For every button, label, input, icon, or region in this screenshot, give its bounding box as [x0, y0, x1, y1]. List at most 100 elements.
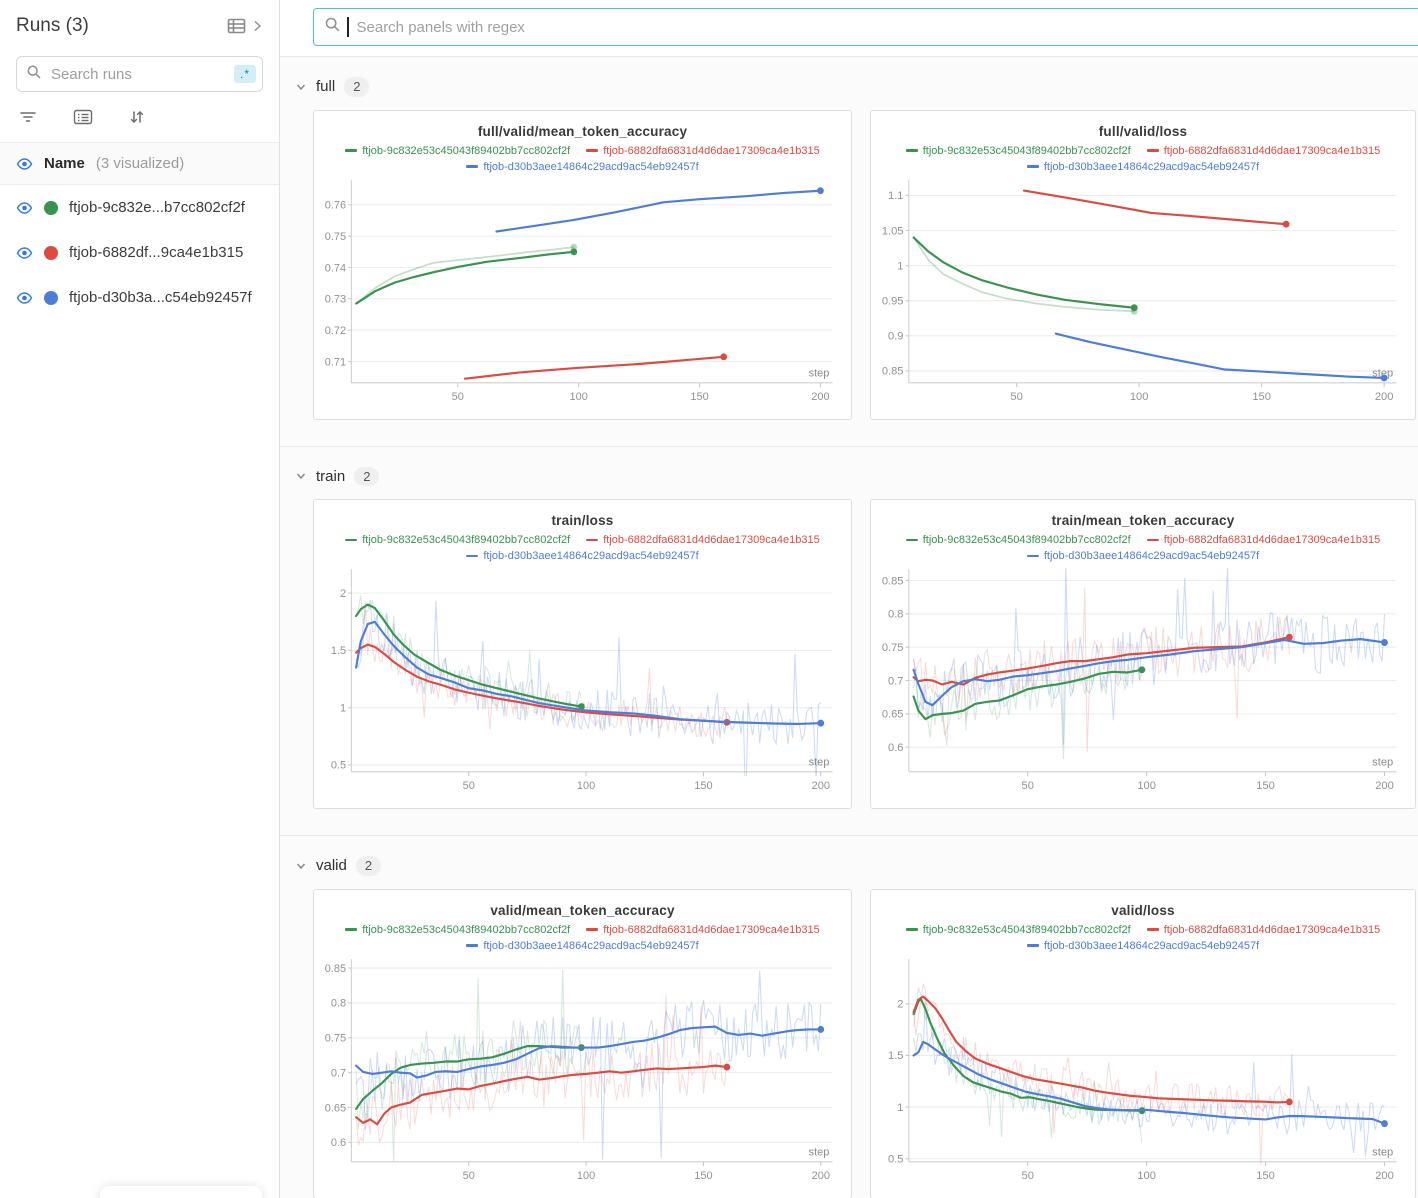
svg-text:100: 100: [1137, 780, 1156, 792]
legend-item[interactable]: ftjob-6882dfa6831d4d6dae17309ca4e1b315: [1146, 532, 1380, 548]
svg-text:step: step: [809, 367, 830, 379]
legend-run-name: ftjob-d30b3aee14864c29acd9ac54eb92457f: [483, 550, 699, 563]
chart-canvas[interactable]: 0.5 1 1.5 2 50 100 150 200 step: [871, 954, 1415, 1198]
bottom-popup-card: [100, 1186, 262, 1198]
panels-topbar: [280, 0, 1418, 57]
search-icon: [324, 16, 341, 38]
chart-panel[interactable]: valid/loss ftjob-9c832e53c45043f89402bb7…: [870, 888, 1416, 1198]
legend-item[interactable]: ftjob-d30b3aee14864c29acd9ac54eb92457f: [1026, 938, 1259, 954]
chart-canvas[interactable]: 0.6 0.65 0.7 0.75 0.8 0.85 50 100 150 200 step: [871, 564, 1415, 808]
legend-item[interactable]: ftjob-6882dfa6831d4d6dae17309ca4e1b315: [586, 143, 820, 159]
legend-item[interactable]: ftjob-d30b3aee14864c29acd9ac54eb92457f: [1026, 548, 1259, 564]
legend-item[interactable]: ftjob-6882dfa6831d4d6dae17309ca4e1b315: [1146, 922, 1380, 938]
legend-item[interactable]: ftjob-6882dfa6831d4d6dae17309ca4e1b315: [586, 532, 820, 548]
panel-search-input[interactable]: [354, 17, 1410, 37]
svg-text:50: 50: [1022, 1170, 1034, 1182]
runs-search-input[interactable]: [49, 64, 227, 84]
visibility-eye-icon[interactable]: [16, 157, 33, 171]
runs-toolbar: [0, 92, 279, 140]
svg-text:0.71: 0.71: [325, 356, 346, 368]
chart-canvas[interactable]: 0.5 1 1.5 2 50 100 150 200 step: [314, 564, 851, 808]
chart-canvas[interactable]: 0.6 0.65 0.7 0.75 0.8 0.85 50 100 150 200 step: [314, 954, 851, 1198]
legend-item[interactable]: ftjob-d30b3aee14864c29acd9ac54eb92457f: [466, 548, 699, 564]
chart-panel[interactable]: train/mean_token_accuracy ftjob-9c832e53…: [870, 499, 1416, 810]
runs-search[interactable]: .*: [16, 56, 263, 92]
visibility-eye-icon[interactable]: [16, 291, 33, 305]
svg-text:100: 100: [577, 780, 595, 792]
svg-text:0.7: 0.7: [888, 675, 903, 687]
chart-panel[interactable]: valid/mean_token_accuracy ftjob-9c832e53…: [313, 888, 852, 1198]
svg-text:100: 100: [577, 1170, 595, 1182]
legend-dash-icon: [466, 165, 479, 168]
columns-list-icon[interactable]: [72, 108, 94, 126]
runs-table-icon[interactable]: [225, 14, 249, 38]
run-row[interactable]: ftjob-6882df...9ca4e1b315: [0, 230, 279, 275]
svg-text:1: 1: [340, 703, 346, 715]
svg-text:0.95: 0.95: [882, 295, 904, 307]
legend-item[interactable]: ftjob-6882dfa6831d4d6dae17309ca4e1b315: [586, 922, 820, 938]
visibility-eye-icon[interactable]: [16, 246, 33, 260]
regex-toggle[interactable]: .*: [233, 65, 256, 83]
section-panels: full/valid/mean_token_accuracy ftjob-9c8…: [280, 101, 1418, 446]
legend-item[interactable]: ftjob-6882dfa6831d4d6dae17309ca4e1b315: [1146, 143, 1380, 159]
legend-item[interactable]: ftjob-9c832e53c45043f89402bb7cc802cf2f: [345, 532, 570, 548]
legend-item[interactable]: ftjob-d30b3aee14864c29acd9ac54eb92457f: [466, 159, 699, 175]
svg-text:0.6: 0.6: [331, 1137, 346, 1149]
svg-text:150: 150: [1252, 391, 1271, 403]
chevron-down-icon[interactable]: [295, 860, 307, 872]
section-header[interactable]: train 2: [280, 447, 1418, 491]
runs-title: Runs (3): [16, 15, 89, 36]
chevron-down-icon[interactable]: [295, 81, 307, 93]
legend-run-name: ftjob-9c832e53c45043f89402bb7cc802cf2f: [922, 923, 1131, 936]
legend-dash-icon: [905, 149, 918, 152]
chart-canvas[interactable]: 0.85 0.9 0.95 1 1.05 1.1 50 100 150 200 step: [871, 175, 1415, 419]
panels-main: full 2 full/valid/mean_token_accuracy ft…: [280, 0, 1418, 1198]
panel-search[interactable]: [313, 8, 1418, 46]
runs-list: ftjob-9c832e...b7cc802cf2f ftjob-6882df.…: [0, 185, 279, 320]
section-header[interactable]: valid 2: [280, 836, 1418, 880]
legend-item[interactable]: ftjob-9c832e53c45043f89402bb7cc802cf2f: [905, 143, 1131, 159]
section-label: valid: [316, 857, 347, 875]
svg-text:1.5: 1.5: [331, 645, 346, 657]
legend-run-name: ftjob-d30b3aee14864c29acd9ac54eb92457f: [1043, 160, 1260, 173]
section-panels: valid/mean_token_accuracy ftjob-9c832e53…: [280, 880, 1418, 1198]
legend-item[interactable]: ftjob-9c832e53c45043f89402bb7cc802cf2f: [345, 143, 570, 159]
legend-run-name: ftjob-9c832e53c45043f89402bb7cc802cf2f: [362, 534, 571, 547]
legend-dash-icon: [1026, 554, 1039, 558]
legend-item[interactable]: ftjob-9c832e53c45043f89402bb7cc802cf2f: [905, 532, 1131, 548]
visibility-eye-icon[interactable]: [16, 201, 33, 215]
chart-panel[interactable]: full/valid/loss ftjob-9c832e53c45043f894…: [870, 109, 1416, 420]
chart-panel[interactable]: train/loss ftjob-9c832e53c45043f89402bb7…: [313, 499, 852, 810]
filter-icon[interactable]: [18, 108, 38, 126]
sort-icon[interactable]: [128, 108, 146, 126]
legend-dash-icon: [905, 928, 918, 932]
expand-chevron-right-icon[interactable]: [251, 19, 263, 33]
chart-panel[interactable]: full/valid/mean_token_accuracy ftjob-9c8…: [313, 109, 852, 420]
section-header[interactable]: full 2: [280, 57, 1418, 101]
legend-item[interactable]: ftjob-d30b3aee14864c29acd9ac54eb92457f: [1026, 159, 1260, 175]
panel-section: full 2 full/valid/mean_token_accuracy ft…: [280, 57, 1418, 447]
chart-canvas[interactable]: 0.71 0.72 0.73 0.74 0.75 0.76 50 100 150 200 step: [314, 175, 851, 419]
svg-text:50: 50: [452, 391, 464, 403]
legend-item[interactable]: ftjob-d30b3aee14864c29acd9ac54eb92457f: [466, 938, 699, 954]
legend-dash-icon: [586, 538, 599, 542]
chevron-down-icon[interactable]: [295, 470, 307, 482]
svg-text:step: step: [1372, 756, 1393, 768]
svg-text:0.85: 0.85: [882, 575, 904, 587]
runs-sidebar: Runs (3): [0, 0, 280, 1198]
svg-text:0.75: 0.75: [325, 1032, 346, 1044]
run-row[interactable]: ftjob-d30b3a...c54eb92457f: [0, 275, 279, 320]
chart-title: valid/mean_token_accuracy: [490, 902, 675, 918]
legend-run-name: ftjob-9c832e53c45043f89402bb7cc802cf2f: [362, 144, 571, 157]
legend-item[interactable]: ftjob-9c832e53c45043f89402bb7cc802cf2f: [345, 922, 570, 938]
run-row[interactable]: ftjob-9c832e...b7cc802cf2f: [0, 185, 279, 230]
legend-run-name: ftjob-6882dfa6831d4d6dae17309ca4e1b315: [603, 923, 820, 936]
svg-text:200: 200: [1375, 1170, 1394, 1182]
svg-text:0.5: 0.5: [331, 760, 346, 772]
chart-title: train/mean_token_accuracy: [1051, 513, 1235, 529]
legend-run-name: ftjob-d30b3aee14864c29acd9ac54eb92457f: [483, 939, 699, 952]
legend-item[interactable]: ftjob-9c832e53c45043f89402bb7cc802cf2f: [905, 922, 1131, 938]
svg-text:100: 100: [1130, 391, 1149, 403]
svg-text:200: 200: [812, 780, 830, 792]
chart-legend: ftjob-9c832e53c45043f89402bb7cc802cf2f ft…: [871, 528, 1415, 564]
